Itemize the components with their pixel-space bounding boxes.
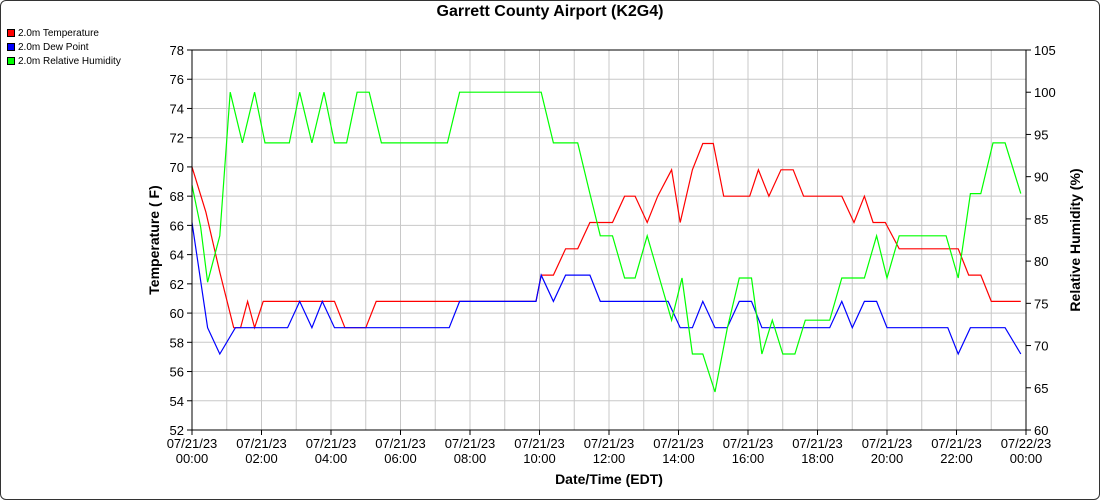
y2-tick-label: 105 xyxy=(1034,43,1056,58)
x-tick-time: 08:00 xyxy=(454,451,487,466)
legend-swatch-temperature xyxy=(7,29,15,37)
y2-tick-label: 65 xyxy=(1034,381,1048,396)
y-axis-left-ticks: 52 54 56 58 60 62 64 66 68 70 72 74 76 78 xyxy=(170,43,192,438)
x-tick-date: 07/21/23 xyxy=(514,436,565,451)
legend-item-temperature: 2.0m Temperature xyxy=(7,27,121,41)
x-tick-time: 22:00 xyxy=(940,451,973,466)
x-tick-date: 07/21/23 xyxy=(584,436,635,451)
y2-tick-label: 100 xyxy=(1034,85,1056,100)
legend-swatch-dew-point xyxy=(7,43,15,51)
x-tick-date: 07/22/23 xyxy=(1001,436,1052,451)
legend-item-dew-point: 2.0m Dew Point xyxy=(7,41,121,55)
legend-label-temperature: 2.0m Temperature xyxy=(18,28,99,39)
series-line-dew-point xyxy=(191,222,1022,356)
x-tick-time: 06:00 xyxy=(384,451,417,466)
y2-tick-label: 60 xyxy=(1034,423,1048,438)
y-axis-left-title: Temperature ( F) xyxy=(146,185,162,294)
x-tick-date: 07/21/23 xyxy=(931,436,982,451)
x-tick-date: 07/21/23 xyxy=(862,436,913,451)
x-tick-date: 07/21/23 xyxy=(792,436,843,451)
x-tick-date: 07/21/23 xyxy=(167,436,218,451)
y-tick-label: 76 xyxy=(170,72,184,87)
y-tick-label: 74 xyxy=(170,101,184,116)
series-line-temperature xyxy=(191,142,1021,330)
y2-tick-label: 95 xyxy=(1034,127,1048,142)
x-tick-time: 12:00 xyxy=(593,451,626,466)
y-tick-label: 72 xyxy=(170,131,184,146)
x-tick-date: 07/21/23 xyxy=(445,436,496,451)
series-lines xyxy=(191,91,1022,393)
y-tick-label: 52 xyxy=(170,423,184,438)
x-tick-date: 07/21/23 xyxy=(306,436,357,451)
y2-tick-label: 70 xyxy=(1034,339,1048,354)
gridlines xyxy=(191,49,1027,431)
y-tick-label: 56 xyxy=(170,365,184,380)
x-tick-time: 04:00 xyxy=(315,451,348,466)
y-tick-label: 58 xyxy=(170,335,184,350)
x-axis-ticks: 07/21/2300:0007/21/2302:0007/21/2304:000… xyxy=(167,430,1052,466)
y-tick-label: 64 xyxy=(170,248,184,263)
x-axis-title: Date/Time (EDT) xyxy=(555,471,663,487)
legend-item-relative-humidity: 2.0m Relative Humidity xyxy=(7,55,121,69)
legend-swatch-relative-humidity xyxy=(7,57,15,65)
y-tick-label: 62 xyxy=(170,277,184,292)
legend: 2.0m Temperature 2.0m Dew Point 2.0m Rel… xyxy=(7,27,121,69)
x-tick-time: 18:00 xyxy=(801,451,834,466)
x-tick-date: 07/21/23 xyxy=(723,436,774,451)
y-axis-right-ticks: 60 65 70 75 80 85 90 95 100 105 xyxy=(1026,43,1056,438)
x-tick-date: 07/21/23 xyxy=(653,436,704,451)
legend-label-relative-humidity: 2.0m Relative Humidity xyxy=(18,56,121,67)
y2-tick-label: 85 xyxy=(1034,212,1048,227)
y2-tick-label: 75 xyxy=(1034,296,1048,311)
x-tick-time: 00:00 xyxy=(176,451,209,466)
chart-title: Garrett County Airport (K2G4) xyxy=(436,3,664,20)
y-axis-right-title: Relative Humidity (%) xyxy=(1067,168,1083,311)
y-tick-label: 54 xyxy=(170,394,184,409)
x-tick-time: 20:00 xyxy=(871,451,904,466)
legend-label-dew-point: 2.0m Dew Point xyxy=(18,42,89,53)
x-tick-time: 10:00 xyxy=(523,451,556,466)
y-tick-label: 60 xyxy=(170,306,184,321)
x-tick-time: 02:00 xyxy=(245,451,278,466)
y-tick-label: 78 xyxy=(170,43,184,58)
y-tick-label: 68 xyxy=(170,189,184,204)
y2-tick-label: 80 xyxy=(1034,254,1048,269)
x-tick-time: 16:00 xyxy=(732,451,765,466)
x-tick-time: 00:00 xyxy=(1010,451,1043,466)
x-tick-time: 14:00 xyxy=(662,451,695,466)
x-tick-date: 07/21/23 xyxy=(375,436,426,451)
y-tick-label: 66 xyxy=(170,218,184,233)
series-line-relative-humidity xyxy=(191,91,1022,393)
x-tick-date: 07/21/23 xyxy=(236,436,287,451)
y2-tick-label: 90 xyxy=(1034,170,1048,185)
y-tick-label: 70 xyxy=(170,160,184,175)
